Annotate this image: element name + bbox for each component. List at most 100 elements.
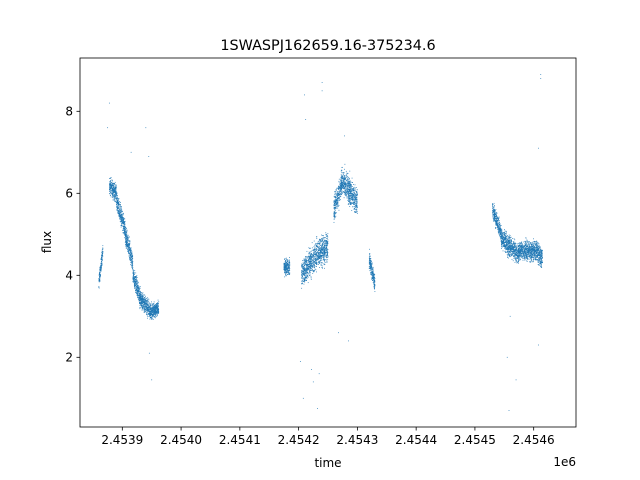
data-point bbox=[306, 260, 307, 262]
data-point bbox=[319, 260, 321, 262]
data-point bbox=[126, 242, 128, 244]
data-point bbox=[116, 206, 118, 208]
data-point bbox=[117, 208, 118, 210]
data-point bbox=[513, 241, 515, 243]
data-point bbox=[317, 246, 318, 248]
data-point bbox=[495, 214, 496, 216]
data-point bbox=[319, 239, 321, 240]
data-point bbox=[320, 265, 322, 266]
data-point bbox=[116, 200, 118, 202]
data-point bbox=[121, 209, 123, 211]
data-point bbox=[132, 267, 134, 269]
data-point bbox=[109, 181, 111, 182]
data-point bbox=[127, 250, 128, 252]
data-point bbox=[134, 284, 135, 286]
data-point bbox=[151, 308, 153, 310]
data-point bbox=[157, 311, 158, 313]
data-point bbox=[310, 264, 312, 266]
data-point bbox=[318, 258, 319, 260]
data-point bbox=[499, 235, 501, 237]
data-point bbox=[136, 292, 138, 294]
data-point bbox=[516, 254, 517, 256]
data-point bbox=[288, 271, 289, 273]
data-point bbox=[308, 269, 310, 271]
data-point bbox=[137, 296, 138, 298]
data-point bbox=[505, 243, 507, 245]
data-point bbox=[313, 254, 314, 256]
data-point bbox=[356, 193, 358, 194]
data-point bbox=[99, 280, 100, 282]
data-point bbox=[147, 317, 148, 319]
data-point bbox=[304, 261, 306, 263]
data-point bbox=[509, 238, 511, 240]
data-point bbox=[304, 268, 306, 270]
data-point bbox=[326, 238, 328, 240]
data-point bbox=[129, 257, 131, 259]
data-point bbox=[110, 177, 112, 179]
data-point bbox=[119, 221, 121, 223]
data-point bbox=[122, 228, 124, 230]
data-point bbox=[318, 263, 319, 265]
data-point bbox=[500, 239, 502, 241]
data-point bbox=[109, 188, 111, 190]
data-point bbox=[318, 245, 320, 247]
data-point bbox=[114, 194, 116, 196]
data-point bbox=[99, 272, 101, 274]
data-point bbox=[120, 202, 121, 203]
data-point bbox=[351, 193, 353, 195]
data-point bbox=[137, 290, 139, 292]
data-point bbox=[142, 294, 143, 296]
data-point bbox=[136, 287, 138, 289]
data-point bbox=[308, 251, 310, 253]
data-point bbox=[155, 304, 157, 305]
data-point bbox=[134, 277, 135, 279]
data-point bbox=[304, 268, 306, 269]
data-point bbox=[135, 285, 137, 287]
data-point bbox=[131, 256, 132, 258]
data-point bbox=[371, 266, 373, 267]
data-point bbox=[140, 303, 141, 305]
data-point bbox=[285, 264, 287, 266]
data-point bbox=[372, 279, 374, 281]
data-point bbox=[333, 221, 335, 223]
data-point bbox=[326, 252, 328, 254]
data-point bbox=[307, 267, 309, 269]
data-point bbox=[147, 308, 149, 309]
data-point bbox=[303, 265, 305, 267]
data-point bbox=[496, 212, 498, 214]
data-point bbox=[333, 212, 335, 214]
data-point bbox=[350, 192, 351, 194]
data-point bbox=[312, 254, 313, 256]
data-point bbox=[324, 258, 325, 260]
data-point bbox=[494, 221, 496, 223]
data-point bbox=[130, 248, 131, 250]
data-point bbox=[326, 259, 327, 261]
data-point bbox=[101, 265, 103, 266]
data-point bbox=[346, 192, 348, 194]
data-point bbox=[347, 200, 349, 201]
data-point bbox=[288, 265, 290, 267]
data-point bbox=[122, 226, 124, 228]
data-point bbox=[507, 240, 509, 242]
data-point bbox=[136, 285, 138, 287]
data-point bbox=[514, 254, 516, 255]
data-point bbox=[341, 176, 343, 178]
data-point bbox=[356, 205, 358, 207]
data-point bbox=[143, 301, 145, 303]
data-point bbox=[369, 260, 371, 262]
data-point bbox=[318, 258, 320, 259]
data-point bbox=[139, 302, 141, 304]
data-point bbox=[101, 264, 103, 265]
data-point bbox=[288, 266, 290, 268]
data-point bbox=[305, 258, 307, 259]
data-point bbox=[133, 273, 135, 274]
data-point bbox=[122, 217, 124, 219]
data-point bbox=[369, 253, 370, 255]
data-point bbox=[309, 265, 311, 266]
data-point bbox=[339, 187, 341, 189]
data-point bbox=[135, 272, 137, 274]
data-point bbox=[335, 215, 337, 217]
data-point bbox=[301, 282, 303, 284]
data-point bbox=[343, 191, 345, 193]
data-point bbox=[369, 264, 371, 266]
